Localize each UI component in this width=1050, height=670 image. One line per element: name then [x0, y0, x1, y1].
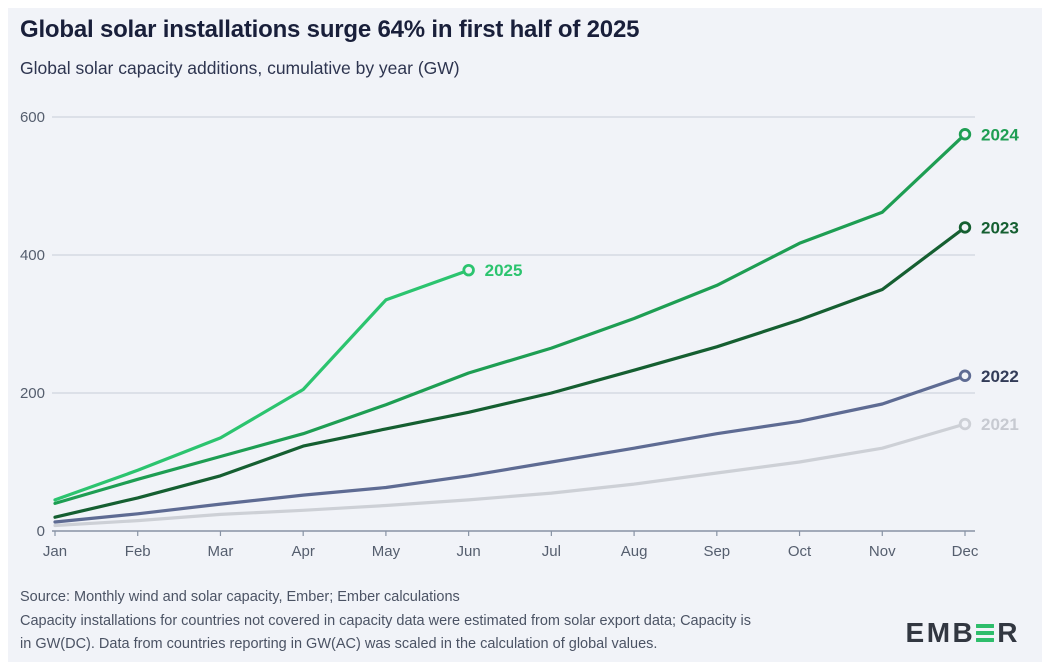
series-2023-line	[53, 225, 967, 519]
y-tick-label-400: 400	[20, 247, 45, 264]
series-2021-line	[53, 422, 967, 528]
series-2022-end-marker	[958, 369, 972, 382]
x-tick-label-apr: Apr	[292, 543, 315, 560]
note-text-line1: Capacity installations for countries not…	[20, 612, 751, 629]
source-text: Source: Monthly wind and solar capacity,…	[20, 589, 460, 605]
x-tick-label-jul: Jul	[542, 543, 561, 560]
x-tick-label-feb: Feb	[125, 543, 151, 560]
x-tick-label-mar: Mar	[208, 543, 234, 560]
series-2025-line	[53, 268, 471, 502]
ember-logo: EMB R	[906, 617, 1020, 649]
chart-footnote: Source: Monthly wind and solar capacity,…	[20, 586, 900, 657]
note-text-line2: in GW(DC). Data from countries reporting…	[20, 636, 658, 652]
y-tick-label-200: 200	[20, 385, 45, 402]
chart-subtitle: Global solar capacity additions, cumulat…	[20, 58, 460, 78]
series-2025-label: 2025	[485, 261, 523, 280]
series-2022-line	[53, 374, 967, 524]
series-2025-end-marker	[462, 263, 475, 277]
series-2023-label: 2023	[981, 218, 1019, 237]
series-2021-label: 2021	[981, 415, 1019, 434]
x-tick-label-may: May	[372, 543, 401, 560]
series-2024-line	[53, 132, 967, 505]
ember-logo-e-icon	[976, 622, 995, 644]
y-tick-label-0: 0	[37, 523, 45, 540]
x-tick-label-sep: Sep	[703, 543, 730, 560]
x-tick-label-jan: Jan	[43, 543, 67, 560]
series-2022-label: 2022	[981, 367, 1019, 386]
series-2021-end-marker	[958, 417, 972, 431]
series-2023-end-marker	[958, 221, 972, 234]
x-tick-label-dec: Dec	[952, 543, 979, 560]
series-2024-label: 2024	[981, 125, 1019, 144]
ember-logo-suffix: R	[997, 617, 1020, 648]
x-tick-label-oct: Oct	[788, 543, 812, 560]
y-tick-label-600: 600	[20, 109, 45, 126]
series-2024-end-marker	[958, 128, 972, 141]
ember-logo-prefix: EMB	[905, 617, 976, 648]
page-title: Global solar installations surge 64% in …	[20, 16, 640, 43]
x-tick-label-aug: Aug	[621, 543, 648, 560]
x-tick-label-nov: Nov	[869, 543, 896, 560]
x-tick-label-jun: Jun	[457, 543, 481, 560]
